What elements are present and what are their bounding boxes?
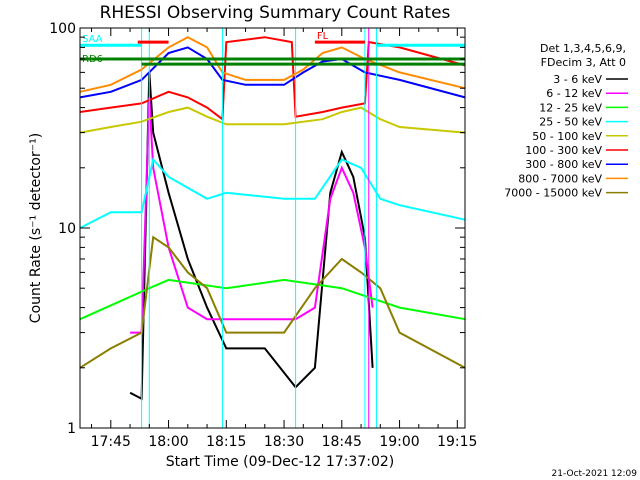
- y-tick-label-2: 100: [49, 21, 76, 37]
- series-line-7: [79, 36, 466, 93]
- chart-title: RHESSI Observing Summary Count Rates: [100, 3, 451, 23]
- x-tick-label-3: 18:30: [264, 434, 304, 450]
- series-layer: [79, 36, 466, 401]
- series-line-5: [79, 36, 466, 122]
- y-tick-label-1: 10: [58, 221, 76, 237]
- legend-label-7: 800 - 7000 keV: [518, 172, 602, 185]
- flag-annotation-1: SAA: [82, 34, 103, 45]
- y-tick-label-0: 1: [67, 421, 76, 437]
- x-tick-label-6: 19:15: [437, 434, 477, 450]
- series-line-1: [130, 97, 374, 334]
- axis-layer: 17:45 18:00 18:15 18:30 18:45 19:00 19:15 1 10 10…: [49, 21, 477, 450]
- series-line-3: [79, 157, 466, 229]
- flag-annotation-0: FL: [317, 31, 329, 42]
- series-line-0: [129, 72, 374, 401]
- x-tick-label-1: 18:00: [148, 434, 188, 450]
- series-line-4: [79, 106, 466, 134]
- legend-label-6: 300 - 800 keV: [525, 158, 602, 171]
- x-tick-label-0: 17:45: [91, 434, 131, 450]
- x-tick-label-5: 19:00: [379, 434, 419, 450]
- legend-label-5: 100 - 300 keV: [525, 144, 602, 157]
- series-line-8: [79, 235, 466, 369]
- x-tick-label-4: 18:45: [322, 434, 362, 450]
- legend: Det 1,3,4,5,6,9,FDecim 3, Att 0 3 - 6 keV…: [504, 42, 628, 200]
- legend-header-1: FDecim 3, Att 0: [541, 56, 626, 69]
- legend-label-1: 6 - 12 keV: [546, 87, 602, 100]
- footer-timestamp: 21-Oct-2021 12:09: [552, 469, 638, 479]
- plot-frame: [79, 27, 466, 429]
- x-axis-label: Start Time (09-Dec-12 17:37:02): [166, 454, 394, 470]
- legend-header-0: Det 1,3,4,5,6,9,: [540, 42, 626, 55]
- series-line-2: [79, 278, 466, 321]
- legend-label-3: 25 - 50 keV: [539, 116, 602, 129]
- legend-label-0: 3 - 6 keV: [553, 73, 602, 86]
- series-line-6: [79, 46, 466, 99]
- x-tick-label-2: 18:15: [206, 434, 246, 450]
- flag-annotation-2: RD6: [82, 54, 103, 65]
- flag-layer: FL SAA RD6: [80, 28, 465, 428]
- legend-label-4: 50 - 100 keV: [532, 130, 602, 143]
- legend-label-8: 7000 - 15000 keV: [504, 187, 602, 200]
- y-axis-label: Count Rate (s⁻¹ detector⁻¹): [28, 133, 44, 323]
- legend-label-2: 12 - 25 keV: [539, 101, 602, 114]
